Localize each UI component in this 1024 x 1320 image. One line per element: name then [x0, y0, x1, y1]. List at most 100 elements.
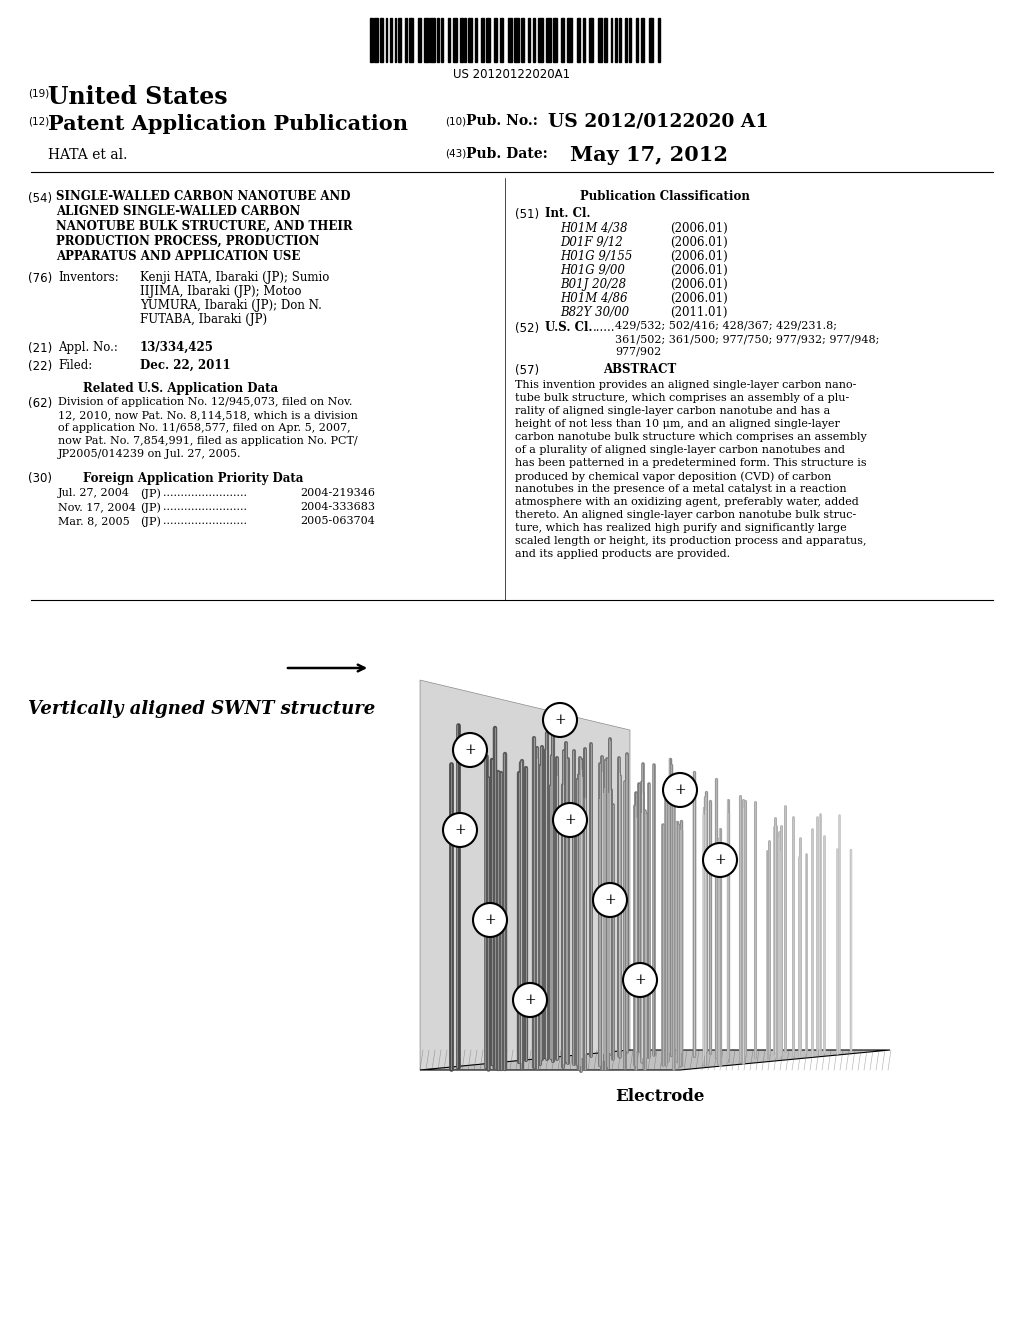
Bar: [398, 18, 400, 62]
Text: (19): (19): [28, 88, 49, 98]
Bar: [409, 18, 413, 62]
Text: +: +: [524, 993, 536, 1007]
Bar: [406, 18, 407, 62]
Bar: [598, 18, 602, 62]
Bar: [641, 18, 644, 62]
Text: (2006.01): (2006.01): [670, 279, 728, 290]
Text: Nov. 17, 2004: Nov. 17, 2004: [58, 502, 136, 512]
Bar: [604, 18, 607, 62]
Text: Int. Cl.: Int. Cl.: [545, 207, 591, 220]
Bar: [437, 18, 439, 62]
Bar: [430, 18, 435, 62]
Bar: [528, 18, 530, 62]
Text: +: +: [714, 853, 726, 867]
Bar: [508, 18, 512, 62]
Circle shape: [553, 803, 587, 837]
Text: +: +: [554, 713, 566, 727]
Text: (62): (62): [28, 397, 52, 411]
Text: Vertically aligned SWNT structure: Vertically aligned SWNT structure: [28, 700, 375, 718]
Text: Related U.S. Application Data: Related U.S. Application Data: [83, 381, 279, 395]
Text: 361/502; 361/500; 977/750; 977/932; 977/948;: 361/502; 361/500; 977/750; 977/932; 977/…: [615, 334, 880, 345]
Text: ALIGNED SINGLE-WALLED CARBON: ALIGNED SINGLE-WALLED CARBON: [56, 205, 300, 218]
Bar: [465, 18, 466, 62]
Bar: [380, 18, 383, 62]
Text: 2005-063704: 2005-063704: [300, 516, 375, 525]
Bar: [584, 18, 585, 62]
Text: US 20120122020A1: US 20120122020A1: [454, 69, 570, 81]
Polygon shape: [420, 680, 630, 1071]
Text: H01M 4/86: H01M 4/86: [560, 292, 628, 305]
Text: (2006.01): (2006.01): [670, 264, 728, 277]
Text: (2006.01): (2006.01): [670, 236, 728, 249]
Bar: [375, 18, 378, 62]
Text: ture, which has realized high purify and significantly large: ture, which has realized high purify and…: [515, 523, 847, 533]
Bar: [560, 18, 564, 62]
Bar: [500, 18, 504, 62]
Text: U.S. Cl.: U.S. Cl.: [545, 321, 593, 334]
Text: Filed:: Filed:: [58, 359, 92, 372]
Circle shape: [543, 704, 577, 737]
Circle shape: [453, 733, 487, 767]
Bar: [394, 18, 396, 62]
Text: May 17, 2012: May 17, 2012: [570, 145, 728, 165]
Bar: [648, 18, 653, 62]
Bar: [468, 18, 472, 62]
Text: HATA et al.: HATA et al.: [48, 148, 127, 162]
Text: height of not less than 10 μm, and an aligned single-layer: height of not less than 10 μm, and an al…: [515, 418, 840, 429]
Text: This invention provides an aligned single-layer carbon nano-: This invention provides an aligned singl…: [515, 380, 856, 389]
Text: (54): (54): [28, 191, 52, 205]
Text: (22): (22): [28, 360, 52, 374]
Bar: [567, 18, 571, 62]
Text: Appl. No.:: Appl. No.:: [58, 341, 118, 354]
Text: +: +: [634, 973, 646, 987]
Text: APPARATUS AND APPLICATION USE: APPARATUS AND APPLICATION USE: [56, 249, 300, 263]
Bar: [424, 18, 429, 62]
Text: tube bulk structure, which comprises an assembly of a plu-: tube bulk structure, which comprises an …: [515, 393, 849, 403]
Text: and its applied products are provided.: and its applied products are provided.: [515, 549, 730, 558]
Text: IIJIMA, Ibaraki (JP); Motoo: IIJIMA, Ibaraki (JP); Motoo: [140, 285, 301, 298]
Text: (76): (76): [28, 272, 52, 285]
Text: nanotubes in the presence of a metal catalyst in a reaction: nanotubes in the presence of a metal cat…: [515, 484, 847, 494]
Text: NANOTUBE BULK STRUCTURE, AND THEIR: NANOTUBE BULK STRUCTURE, AND THEIR: [56, 220, 352, 234]
Text: (21): (21): [28, 342, 52, 355]
Text: ABSTRACT: ABSTRACT: [603, 363, 677, 376]
Text: scaled length or height, its production process and apparatus,: scaled length or height, its production …: [515, 536, 866, 546]
Text: of a plurality of aligned single-layer carbon nanotubes and: of a plurality of aligned single-layer c…: [515, 445, 845, 455]
Circle shape: [593, 883, 627, 917]
Text: produced by chemical vapor deposition (CVD) of carbon: produced by chemical vapor deposition (C…: [515, 471, 831, 482]
Bar: [447, 18, 450, 62]
Bar: [418, 18, 421, 62]
Text: (2006.01): (2006.01): [670, 292, 728, 305]
Text: Pub. No.:: Pub. No.:: [466, 114, 543, 128]
Bar: [629, 18, 632, 62]
Text: (JP): (JP): [140, 502, 161, 512]
Bar: [521, 18, 524, 62]
Text: +: +: [455, 822, 466, 837]
Bar: [370, 18, 373, 62]
Text: +: +: [484, 913, 496, 927]
Text: 13/334,425: 13/334,425: [140, 341, 214, 354]
Bar: [486, 18, 490, 62]
Text: H01G 9/155: H01G 9/155: [560, 249, 633, 263]
Text: (10): (10): [445, 116, 466, 125]
Text: Dec. 22, 2011: Dec. 22, 2011: [140, 359, 230, 372]
Bar: [546, 18, 551, 62]
Bar: [495, 18, 497, 62]
Text: ........................: ........................: [163, 488, 247, 498]
Text: US 2012/0122020 A1: US 2012/0122020 A1: [548, 114, 768, 131]
Bar: [460, 18, 463, 62]
Bar: [615, 18, 617, 62]
Text: rality of aligned single-layer carbon nanotube and has a: rality of aligned single-layer carbon na…: [515, 407, 830, 416]
Text: 2004-333683: 2004-333683: [300, 502, 375, 512]
Circle shape: [443, 813, 477, 847]
Bar: [589, 18, 593, 62]
Text: +: +: [604, 894, 615, 907]
Bar: [534, 18, 535, 62]
Text: D01F 9/12: D01F 9/12: [560, 236, 623, 249]
Text: 2004-219346: 2004-219346: [300, 488, 375, 498]
Text: (JP): (JP): [140, 488, 161, 499]
Text: ........................: ........................: [163, 502, 247, 512]
Text: +: +: [674, 783, 686, 797]
Polygon shape: [420, 1049, 890, 1071]
Circle shape: [473, 903, 507, 937]
